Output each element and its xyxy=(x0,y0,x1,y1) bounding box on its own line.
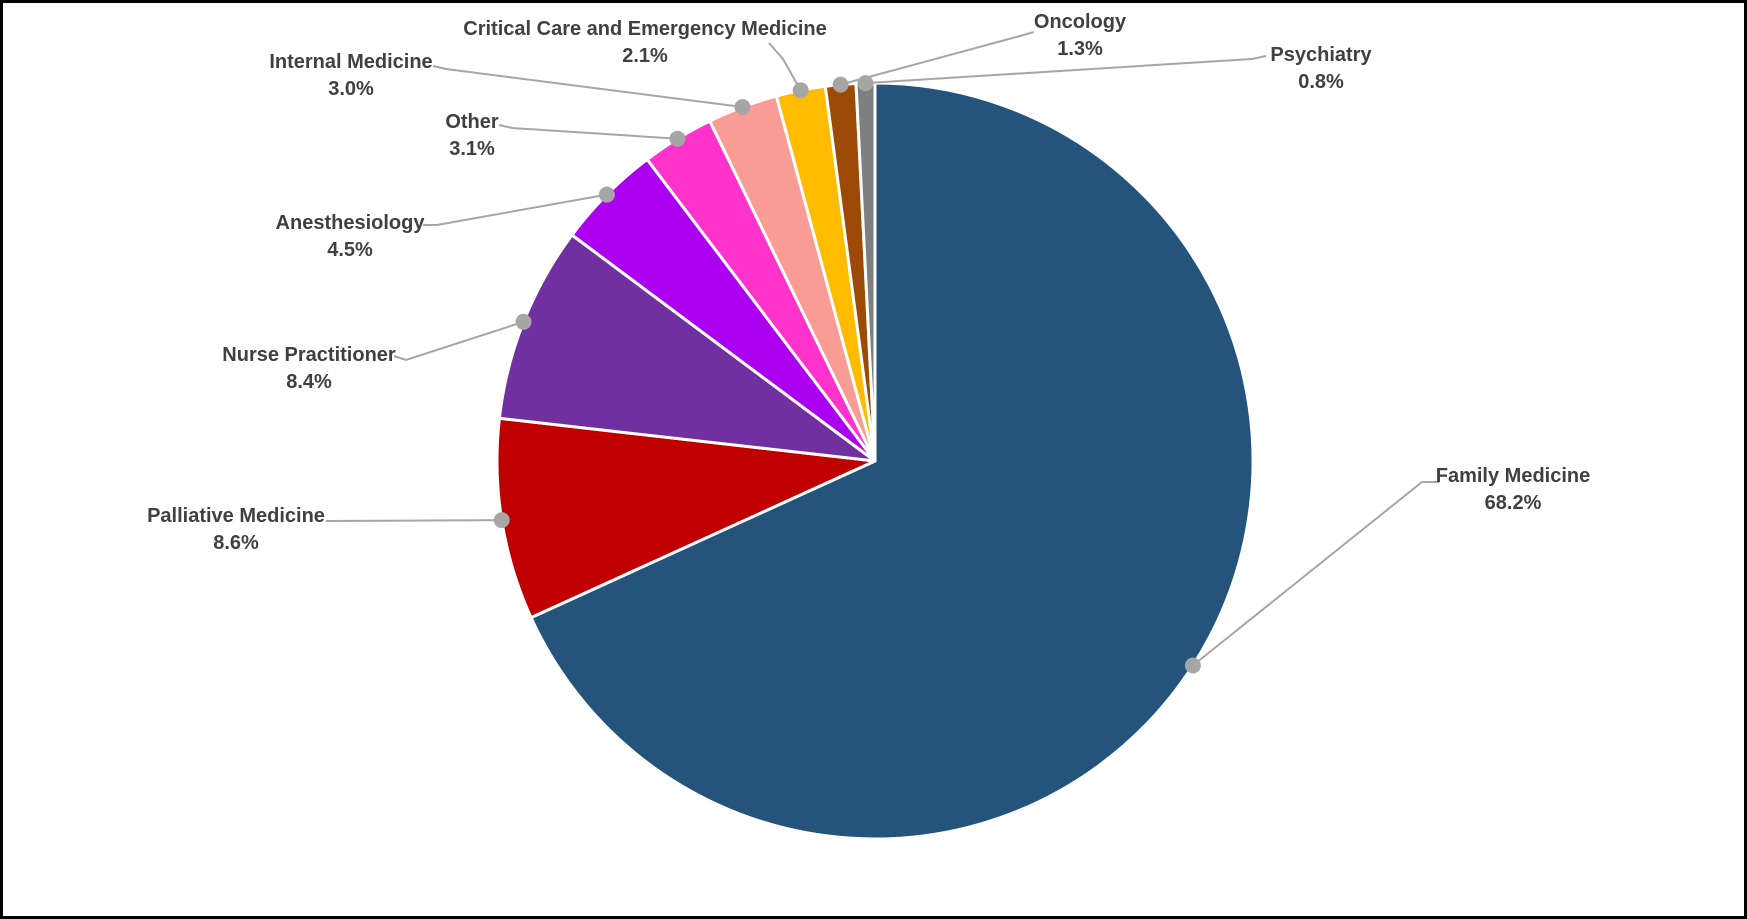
leader-line-oncology xyxy=(840,31,1035,86)
leader-line-nurse-practitioner xyxy=(393,320,524,362)
leader-dot-other xyxy=(669,130,686,147)
leader-lines-layer xyxy=(325,31,1439,674)
callout-oncology: Oncology 1.3% xyxy=(1034,9,1126,63)
callout-family-medicine: Family Medicine 68.2% xyxy=(1436,463,1591,517)
slice-percent: 68.2% xyxy=(1484,492,1542,514)
leader-dot-internal-medicine xyxy=(734,99,751,115)
callout-palliative-medicine: Palliative Medicine 8.6% xyxy=(147,503,325,557)
leader-line-anesthesiology xyxy=(423,193,608,226)
slice-percent: 3.1% xyxy=(449,138,495,160)
leader-line-psychiatry xyxy=(865,55,1267,85)
slice-label: Critical Care and Emergency Medicine xyxy=(463,18,827,40)
slice-label: Other xyxy=(445,111,499,133)
slice-percent: 8.4% xyxy=(286,371,332,393)
slice-percent: 0.8% xyxy=(1298,71,1344,93)
slice-percent: 3.0% xyxy=(328,78,374,100)
leader-line-internal-medicine xyxy=(432,65,743,108)
slice-label: Oncology xyxy=(1033,11,1127,33)
leader-line-family-medicine xyxy=(1192,481,1439,667)
slice-label: Anesthesiology xyxy=(275,212,425,234)
callout-anesthesiology: Anesthesiology 4.5% xyxy=(276,210,425,264)
callout-psychiatry: Psychiatry 0.8% xyxy=(1270,42,1371,96)
slice-percent: 8.6% xyxy=(213,532,259,554)
callout-critical-care-and-emergency-medicine: Critical Care and Emergency Medicine 2.1… xyxy=(463,16,826,70)
slice-label: Nurse Practitioner xyxy=(222,344,396,366)
leader-dot-anesthesiology xyxy=(598,186,615,203)
callout-internal-medicine: Internal Medicine 3.0% xyxy=(269,49,432,103)
leader-line-critical-care-and-emergency-medicine xyxy=(768,42,802,91)
callout-other: Other 3.1% xyxy=(445,109,498,163)
leader-line-other xyxy=(498,124,678,140)
slice-label: Family Medicine xyxy=(1435,465,1591,487)
callout-nurse-practitioner: Nurse Practitioner 8.4% xyxy=(222,342,395,396)
leader-dot-family-medicine xyxy=(1184,657,1201,674)
slice-label: Internal Medicine xyxy=(269,51,433,73)
slice-percent: 4.5% xyxy=(327,239,373,261)
leader-dot-nurse-practitioner xyxy=(515,313,532,330)
slice-percent: 1.3% xyxy=(1057,38,1103,60)
leader-dot-critical-care-and-emergency-medicine xyxy=(792,82,809,99)
leader-line-palliative-medicine xyxy=(325,519,502,522)
slice-label: Palliative Medicine xyxy=(147,505,325,527)
leader-dot-palliative-medicine xyxy=(493,512,510,529)
slice-label: Psychiatry xyxy=(1270,44,1372,66)
leader-dot-psychiatry xyxy=(857,75,874,92)
pie-chart xyxy=(325,31,1439,841)
slice-percent: 2.1% xyxy=(622,45,668,67)
leader-dot-oncology xyxy=(832,76,849,93)
